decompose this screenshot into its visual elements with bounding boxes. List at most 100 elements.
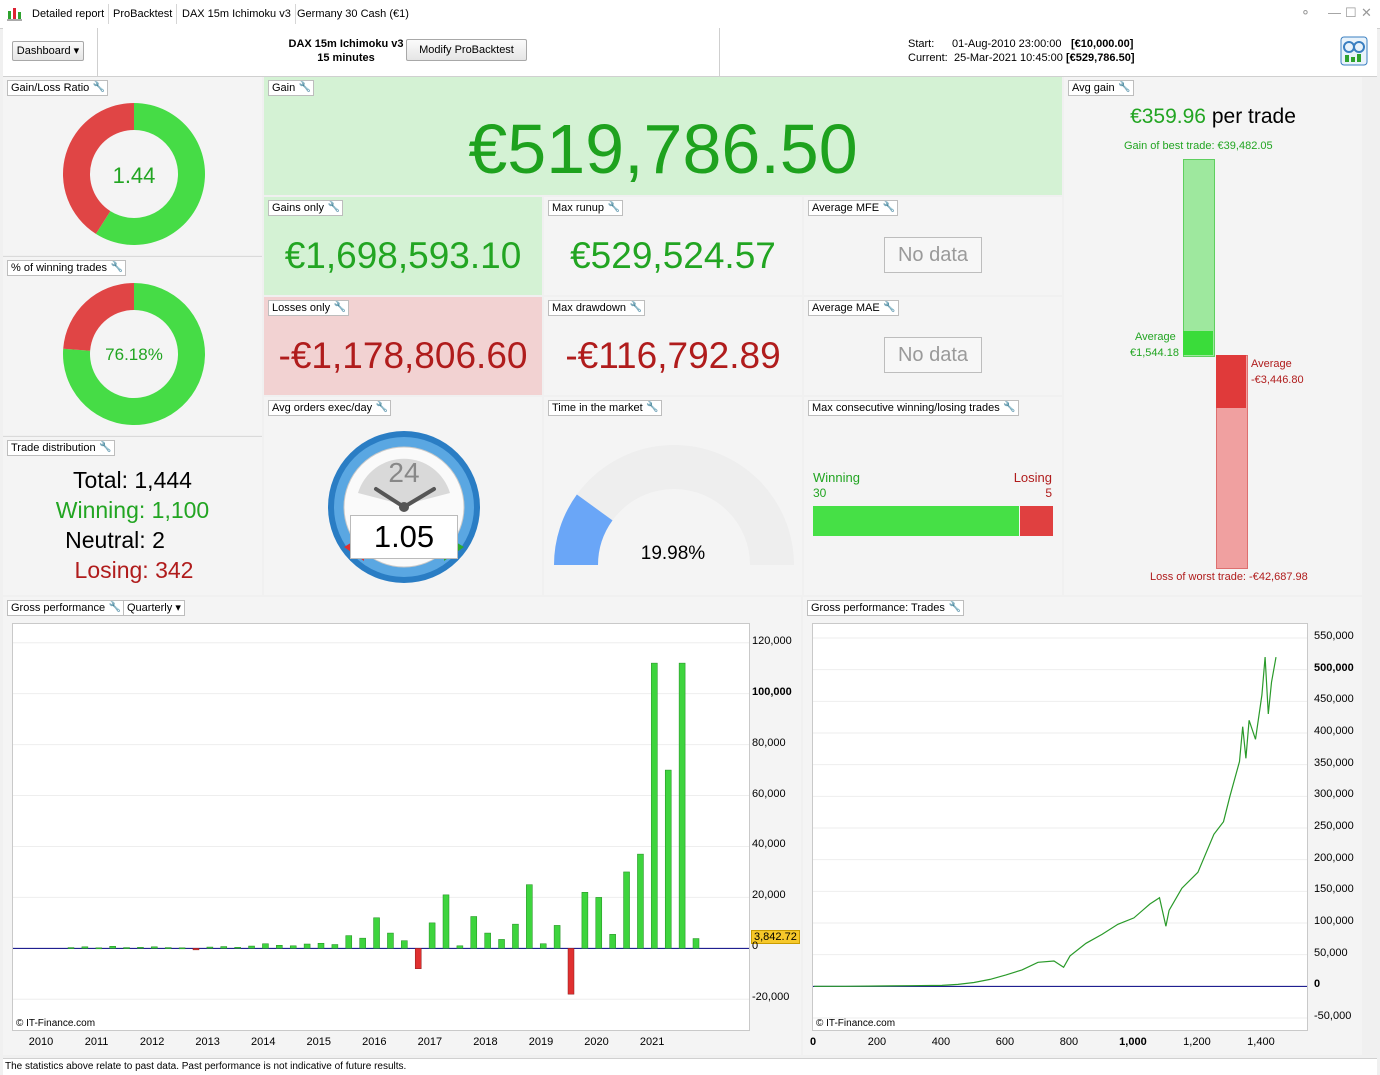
avg-mae-label[interactable]: Average MAE 🔧 [808,300,899,316]
y-tick-label: 250,000 [1314,820,1354,832]
trade-distribution-panel: Trade distribution 🔧 Total: 1,444 Winning… [3,437,262,595]
minimize-icon[interactable]: — [1328,5,1341,20]
wrench-icon[interactable]: 🔧 [629,302,642,313]
pct-winning-panel: % of winning trades 🔧 76.18% [3,257,262,435]
wrench-icon[interactable]: 🔧 [1003,402,1016,413]
x-tick-label: 2011 [84,1036,109,1048]
wrench-icon[interactable]: 🔧 [882,202,896,213]
gain-loss-ratio-panel: Gain/Loss Ratio 🔧 1.44 [3,77,262,255]
start-label: Start: [908,38,935,50]
donut-win-segment [95,103,205,245]
losses-only-label[interactable]: Losses only 🔧 [268,300,350,316]
gross-performance-panel: Gross performance 🔧 Quarterly ▾ © IT-Fina… [3,597,801,1055]
quarterly-chart: © IT-Finance.com [12,623,750,1031]
max-drawdown-value: -€116,792.89 [565,335,781,376]
bar [637,853,644,949]
gross-performance-trades-label[interactable]: Gross performance: Trades 🔧 [807,600,964,616]
wrench-icon[interactable]: 🔧 [333,302,347,313]
title-bar: Detailed report ProBacktest DAX 15m Ichi… [0,0,1380,29]
avg-orders-value: 1.05 [350,515,458,559]
dashboard-dropdown[interactable]: Dashboard ▾ [12,41,84,61]
y-tick-label: 20,000 [752,889,786,902]
bar [67,947,75,949]
panel-title: Avg orders exec/day [272,402,373,414]
avg-per-trade-value: €359.96 [1130,105,1206,128]
tab-strategy[interactable]: DAX 15m Ichimoku v3 [178,4,296,24]
avg-win-bar [1183,331,1213,355]
wrench-icon[interactable]: 🔧 [883,302,896,313]
y-tick-label: -20,000 [752,991,790,1004]
bar [345,935,353,949]
y-tick-label: 400,000 [1314,725,1354,737]
panel-title: Time in the market [552,402,643,414]
avg-gain-label[interactable]: Avg gain 🔧 [1068,80,1134,96]
max-drawdown-label[interactable]: Max drawdown 🔧 [548,300,645,316]
bar [553,925,561,949]
clock-icon [328,431,480,583]
modify-probacktest-button[interactable]: Modify ProBacktest [406,39,527,61]
avg-orders-label[interactable]: Avg orders exec/day 🔧 [268,400,392,416]
donut-loss-segment [63,283,134,351]
avg-mae-no-data: No data [884,337,982,373]
panel-title: Gross performance [11,602,106,614]
x-tick-label: 2018 [473,1036,498,1048]
wrench-icon[interactable]: 🔧 [375,402,389,413]
panel-title: Gain/Loss Ratio [11,82,90,94]
wrench-icon[interactable]: 🔧 [607,202,620,213]
trades-line [813,637,1307,1019]
bar [109,946,116,949]
max-runup-panel: Max runup 🔧 €529,524.57 [544,197,802,295]
y-tick-label: 60,000 [752,787,786,800]
share-icon[interactable]: ⚬ [1300,5,1311,20]
chart-app-icon [6,6,22,25]
trade-distribution-label[interactable]: Trade distribution 🔧 [7,440,115,456]
x-tick-label: 2014 [250,1036,276,1048]
bar [678,662,686,949]
bar [623,871,630,949]
wrench-icon[interactable]: 🔧 [99,442,112,453]
x-tick-label: 1,200 [1183,1036,1211,1048]
pct-winning-label[interactable]: % of winning trades 🔧 [7,260,126,276]
x-tick-label: 1,400 [1247,1036,1275,1048]
bar [206,946,214,949]
time-in-market-label[interactable]: Time in the market 🔧 [548,400,662,416]
period-dropdown[interactable]: Quarterly ▾ [123,600,185,616]
x-tick-label: 0 [809,1036,817,1048]
report-settings-icon[interactable] [1340,36,1368,66]
wrench-icon[interactable]: 🔧 [298,82,312,93]
wrench-icon[interactable]: 🔧 [327,202,340,213]
report-header: Dashboard ▾ DAX 15m Ichimoku v3 15 minut… [3,28,1377,77]
tab-instrument[interactable]: Germany 30 Cash (€1) [297,8,409,20]
avg-mfe-label[interactable]: Average MFE 🔧 [808,200,899,216]
wrench-icon[interactable]: 🔧 [92,82,106,93]
gross-performance-label[interactable]: Gross performance 🔧 [7,600,125,616]
gains-only-label[interactable]: Gains only 🔧 [268,200,343,216]
y-tick-label: 450,000 [1314,693,1354,706]
bar [539,943,547,949]
avg-win-label: Average [1135,331,1176,343]
tab-probacktest[interactable]: ProBacktest [109,4,178,24]
equity-line [814,656,1277,987]
bar [373,917,380,949]
panel-title: Avg gain [1072,82,1115,94]
avg-loss-value: -€3,446.80 [1251,374,1304,386]
gain-label[interactable]: Gain 🔧 [268,80,315,96]
current-label: Current: [908,52,948,64]
tab-detailed-report[interactable]: Detailed report [28,4,110,24]
close-icon[interactable]: ✕ [1361,5,1372,20]
gross-performance-trades-panel: Gross performance: Trades 🔧 © IT-Finance.… [803,597,1362,1055]
bar [664,769,672,949]
gain-loss-ratio-label[interactable]: Gain/Loss Ratio 🔧 [7,80,109,96]
losing-label: Losing [1013,470,1052,485]
wrench-icon[interactable]: 🔧 [1118,82,1131,93]
max-runup-label[interactable]: Max runup 🔧 [548,200,623,216]
wrench-icon[interactable]: 🔧 [948,602,961,613]
wrench-icon[interactable]: 🔧 [110,262,123,273]
maximize-icon[interactable]: ☐ [1345,5,1357,20]
bar [248,945,255,949]
wrench-icon[interactable]: 🔧 [646,402,659,413]
panel-title: % of winning trades [11,262,107,274]
max-consecutive-label[interactable]: Max consecutive winning/losing trades 🔧 [808,400,1019,416]
wrench-icon[interactable]: 🔧 [108,602,122,613]
bar [192,948,200,951]
